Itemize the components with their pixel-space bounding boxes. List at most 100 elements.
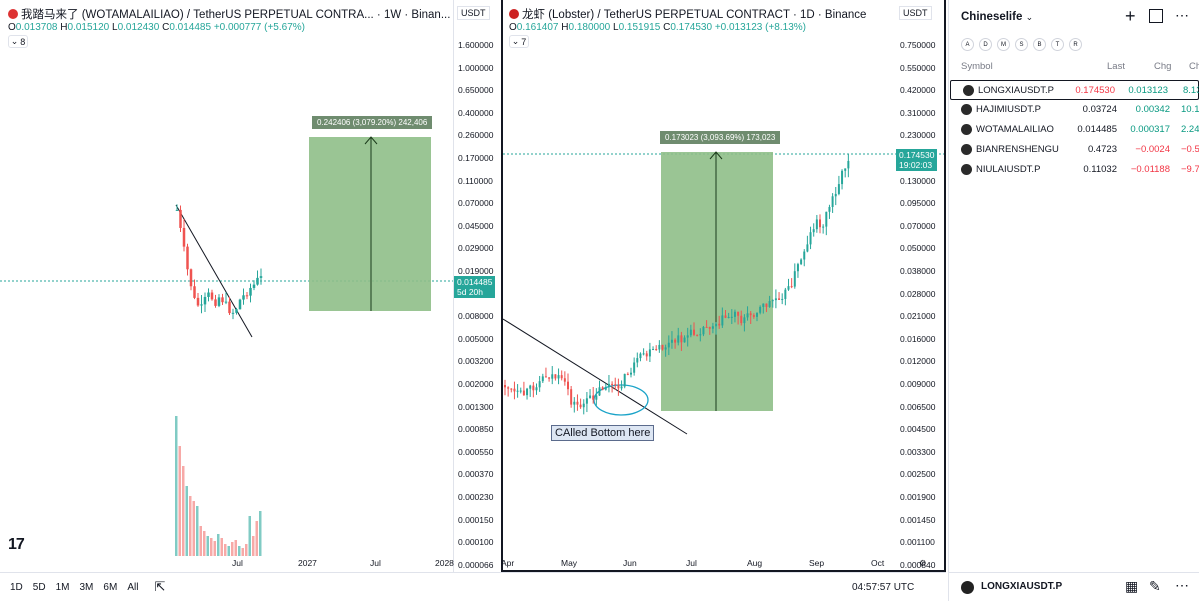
range-5d-button[interactable]: 5D: [32, 581, 46, 593]
indicators-toggle-button[interactable]: ⌄ 7: [509, 35, 529, 48]
trendline[interactable]: [503, 318, 688, 435]
candle-body: [749, 313, 752, 316]
volume-bar: [248, 516, 251, 556]
candle-body: [645, 353, 648, 357]
volume-bar: [241, 548, 244, 556]
range-all-button[interactable]: All: [127, 581, 139, 593]
right-chart-title[interactable]: 龙虾 (Lobster) / TetherUS PERPETUAL CONTRA…: [509, 6, 866, 22]
candle-body: [727, 316, 730, 318]
column-chg[interactable]: Chg: [1154, 61, 1172, 72]
candle-body: [541, 376, 544, 382]
watchlist-row[interactable]: WOTAMALAILIAO 0.014485 0.000317 2.24: [949, 120, 1199, 140]
watchlist-row[interactable]: NIULAIUSDT.P 0.11032 −0.01188 −9.7: [949, 160, 1199, 180]
candle-body: [589, 395, 592, 399]
right-time-axis[interactable]: Apr May Jun Jul Aug Sep Oct ⚙: [501, 558, 927, 568]
flag-r-button[interactable]: R: [1069, 38, 1082, 51]
row-last: 0.174530: [1075, 85, 1115, 96]
candle-body: [607, 383, 610, 388]
row-last: 0.4723: [1087, 144, 1117, 155]
tradingview-logo[interactable]: 17: [8, 536, 25, 553]
watchlist-row[interactable]: HAJIMIUSDT.P 0.03724 0.00342 10.1: [949, 100, 1199, 120]
candle-body: [532, 385, 535, 391]
candle-body: [652, 349, 655, 351]
candle-body: [601, 387, 604, 390]
advanced-view-icon[interactable]: [1149, 9, 1163, 23]
measure-range-box[interactable]: [309, 137, 431, 311]
column-chg-percent[interactable]: Chg%: [1189, 61, 1199, 72]
symbol-logo-icon: [509, 9, 519, 19]
flag-m-button[interactable]: M: [997, 38, 1010, 51]
candle-body: [238, 299, 242, 310]
candle-body: [667, 342, 670, 348]
range-3m-button[interactable]: 3M: [79, 581, 94, 593]
more-options-icon[interactable]: ⋯: [1175, 7, 1189, 23]
footer-symbol[interactable]: LONGXIAUSDT.P: [981, 581, 1063, 592]
flag-a-button[interactable]: A: [961, 38, 974, 51]
candle-body: [242, 295, 245, 300]
price-tick: 0.000066: [458, 559, 494, 570]
candle-body: [778, 298, 781, 300]
range-6m-button[interactable]: 6M: [103, 581, 118, 593]
watchlist-title[interactable]: Chineselife ⌄: [961, 11, 1034, 23]
more-options-icon[interactable]: ⋯: [1175, 577, 1189, 593]
right-chart-pane[interactable]: 龙虾 (Lobster) / TetherUS PERPETUAL CONTRA…: [501, 0, 946, 572]
add-symbol-icon[interactable]: +: [1125, 6, 1136, 26]
left-chart-pane[interactable]: 我踏马来了 (WOTAMALAILIAO) / TetherUS PERPETU…: [0, 0, 453, 572]
candle-body: [803, 251, 806, 260]
flag-s-button[interactable]: S: [1015, 38, 1028, 51]
row-chg-percent: −0.5: [1181, 144, 1199, 155]
watchlist-row[interactable]: LONGXIAUSDT.P 0.174530 0.013123 8.13: [950, 80, 1199, 100]
price-tick: 0.001900: [900, 492, 936, 502]
candle-body: [259, 276, 263, 278]
left-chart-title[interactable]: 我踏马来了 (WOTAMALAILIAO) / TetherUS PERPETU…: [8, 6, 453, 22]
range-1m-button[interactable]: 1M: [55, 581, 70, 593]
left-time-axis[interactable]: Jul 2027 Jul 2028: [232, 558, 454, 568]
indicators-toggle-button[interactable]: ⌄ 8: [8, 35, 28, 48]
edit-icon[interactable]: ✎: [1149, 578, 1161, 594]
goto-date-icon[interactable]: ⇱: [154, 579, 166, 594]
left-chart-canvas[interactable]: [0, 0, 453, 572]
flag-d-button[interactable]: D: [979, 38, 992, 51]
currency-label[interactable]: USDT: [899, 6, 932, 20]
watchlist-row[interactable]: BIANRENSHENGU 0.4723 −0.0024 −0.5: [949, 140, 1199, 160]
range-1d-button[interactable]: 1D: [10, 581, 23, 593]
candle-body: [535, 387, 538, 391]
row-chg-percent: 2.24: [1181, 124, 1199, 135]
right-chart-canvas[interactable]: [503, 0, 946, 572]
flag-b-button[interactable]: B: [1033, 38, 1046, 51]
candle-body: [737, 311, 740, 316]
candle-body: [598, 387, 601, 396]
left-candles: [175, 204, 263, 320]
flag-t-button[interactable]: T: [1051, 38, 1064, 51]
column-symbol[interactable]: Symbol: [961, 61, 993, 72]
candle-body: [592, 395, 595, 400]
candle-body: [683, 337, 686, 343]
chevron-down-icon: ⌄: [511, 36, 520, 46]
candle-body: [642, 353, 645, 355]
price-tick: 0.021000: [900, 311, 936, 322]
left-price-axis[interactable]: USDT 1.600000 1.000000 0.650000 0.400000 0.2…: [453, 0, 501, 572]
layout-grid-icon[interactable]: ▦: [1125, 578, 1139, 594]
column-last[interactable]: Last: [1107, 61, 1125, 72]
candle-body: [504, 385, 506, 388]
annotation-note[interactable]: CAlled Bottom here: [551, 425, 655, 441]
volume-bar: [227, 546, 230, 556]
candle-body: [702, 326, 705, 335]
price-tick: 0.028000: [900, 288, 936, 299]
candle-body: [730, 316, 733, 318]
price-tick: 0.008000: [458, 311, 494, 322]
bottom-highlight-ellipse[interactable]: [593, 384, 649, 416]
time-axis-settings-icon[interactable]: ⚙: [919, 558, 927, 568]
right-price-axis[interactable]: USDT 0.750000 0.550000 0.420000 0.310000 0.2…: [896, 0, 946, 572]
last-price-tag: 0.174530 19:02:03: [896, 149, 938, 171]
chevron-down-icon: ⌄: [1025, 12, 1034, 22]
candle-body: [626, 373, 629, 375]
price-tick: 0.002000: [458, 379, 494, 389]
measure-range-box[interactable]: [661, 152, 773, 411]
row-chg: −0.01188: [1130, 164, 1170, 175]
volume-bar: [182, 466, 185, 556]
utc-clock[interactable]: 04:57:57 UTC: [852, 582, 915, 593]
currency-label[interactable]: USDT: [457, 6, 490, 20]
candle-body: [595, 395, 598, 400]
trendline[interactable]: [175, 204, 253, 338]
